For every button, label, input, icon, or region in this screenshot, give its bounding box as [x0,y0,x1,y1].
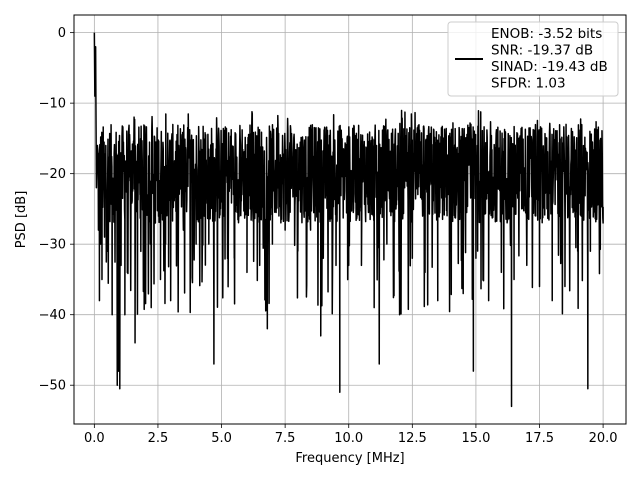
x-tick-label: 0.0 [84,431,105,446]
y-tick-label: −50 [39,379,66,394]
legend-box [447,21,619,97]
y-tick-label: −20 [39,167,66,182]
x-tick-label: 17.5 [525,431,554,446]
x-tick-label: 5.0 [211,431,232,446]
y-tick-label: −30 [39,238,66,253]
axes-frame [73,14,627,425]
plot-area [93,32,604,408]
x-axis-label: Frequency [MHz] [295,451,404,466]
legend-entry-line: SFDR: 1.03 [491,76,566,92]
x-tick-label: 15.0 [461,431,490,446]
x-tick-label: 2.5 [148,431,169,446]
y-axis-label: PSD [dB] [14,191,29,249]
x-tick-label: 12.5 [398,431,427,446]
legend-entry-line: SINAD: -19.43 dB [491,59,608,75]
x-tick-label: 10.0 [334,431,363,446]
x-axis: 0.0 2.5 5.0 7.5 10.0 12.5 15.0 17.5 20.0 [84,424,618,446]
x-tick-label: 20.0 [589,431,618,446]
y-tick-label: −10 [39,97,66,112]
psd-series-line [93,32,604,408]
legend-entry-line: SNR: -19.37 dB [491,43,593,59]
legend-entry-line: ENOB: -3.52 bits [491,26,602,42]
y-tick-label: −40 [39,308,66,323]
y-axis: 0 −10 −20 −30 −40 −50 [39,26,74,394]
y-tick-label: 0 [58,26,66,41]
x-tick-label: 7.5 [275,431,296,446]
